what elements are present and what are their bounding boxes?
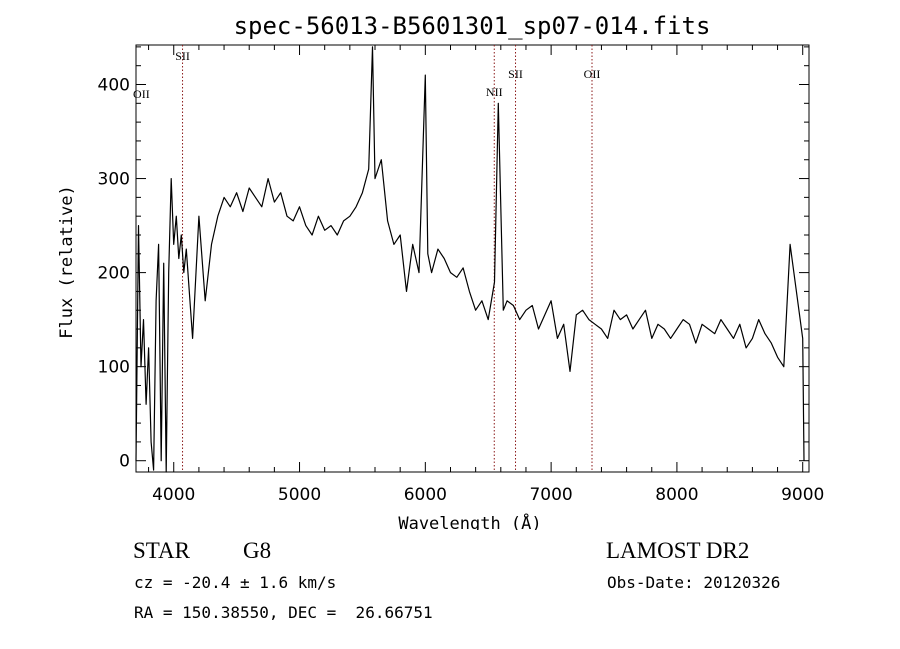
x-tick-label: 6000 [404, 485, 447, 505]
axis-ticks: 4000 5000 6000 7000 8000 9000 0 100 200 300 400 [98, 45, 824, 505]
x-tick-label: 7000 [529, 485, 572, 505]
object-class: STAR [133, 538, 190, 563]
x-tick-label: 4000 [152, 485, 195, 505]
emission-line-markers: SII NII SII OII OII [133, 45, 600, 472]
x-tick-label: 9000 [781, 485, 824, 505]
emission-line-label: OII [584, 67, 601, 81]
chart-title: spec-56013-B5601301_sp07-014.fits [234, 12, 711, 40]
y-tick-label: 400 [98, 76, 130, 96]
object-subclass: G8 [243, 538, 272, 563]
y-tick-label: 300 [98, 170, 130, 190]
x-tick-label: 8000 [655, 485, 698, 505]
emission-line-label: SII [175, 49, 190, 63]
y-tick-label: 200 [98, 264, 130, 284]
coordinates: RA = 150.38550, DEC = 26.66751 [134, 603, 433, 622]
x-axis-label: Wavelength (Å) [398, 512, 541, 530]
y-tick-label: 0 [119, 452, 130, 472]
spectrum-chart: spec-56013-B5601301_sp07-014.fits Flux (… [57, 12, 824, 530]
observation-date: Obs-Date: 20120326 [607, 573, 781, 592]
x-tick-label: 5000 [278, 485, 321, 505]
y-tick-label: 100 [98, 358, 130, 378]
plot-frame [135, 44, 810, 473]
spectrum-line [135, 46, 805, 473]
survey-name: LAMOST DR2 [606, 538, 750, 563]
emission-line-label: SII [508, 67, 523, 81]
y-axis-label: Flux (relative) [57, 185, 77, 339]
redshift-velocity: cz = -20.4 ± 1.6 km/s [134, 573, 337, 592]
emission-line-label: NII [486, 85, 503, 99]
emission-line-label: OII [133, 87, 150, 101]
